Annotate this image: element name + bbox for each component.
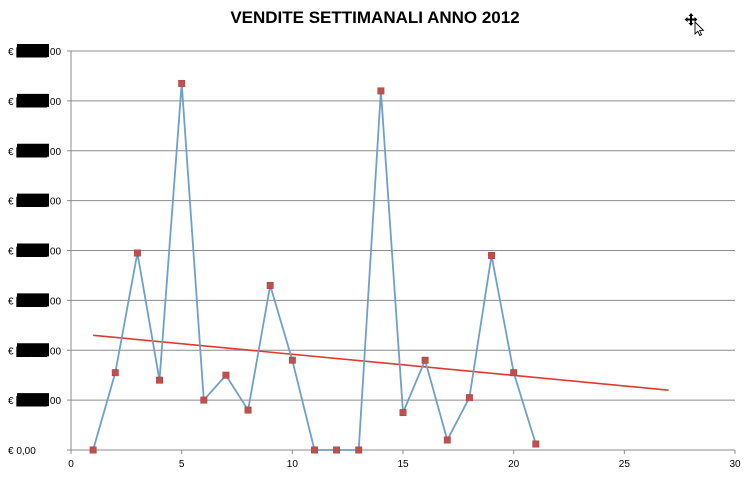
data-point (178, 79, 186, 87)
data-point (333, 446, 341, 454)
x-tick-label: 25 (619, 459, 631, 470)
redaction-block (17, 293, 49, 307)
x-tick-label: 5 (179, 459, 185, 470)
series-group (89, 79, 540, 454)
data-point (111, 369, 119, 377)
data-point (133, 249, 141, 257)
x-tick-label: 20 (508, 459, 520, 470)
data-point (222, 371, 230, 379)
data-point (244, 406, 252, 414)
y-axis-ticks: € 0,00€ ▇▇▇▇,00€ ▇▇▇▇,00€ ▇▇▇▇,00€ ▇▇▇▇,… (8, 44, 71, 457)
data-point (89, 446, 97, 454)
gridlines (70, 50, 735, 451)
data-point (156, 376, 163, 384)
data-point (488, 252, 495, 259)
data-point (421, 356, 429, 364)
redaction-block (17, 193, 49, 207)
data-point (200, 396, 208, 404)
redaction-block (17, 393, 49, 407)
data-point (510, 369, 518, 377)
chart-title: VENDITE SETTIMANALI ANNO 2012 (230, 8, 520, 27)
data-point (399, 409, 407, 417)
data-point (355, 446, 363, 454)
y-tick-label: € 0,00 (8, 446, 36, 457)
redaction-block (17, 44, 49, 57)
data-point (443, 436, 451, 444)
x-tick-label: 15 (397, 459, 409, 470)
x-tick-label: 0 (68, 459, 74, 470)
redaction-block (17, 93, 49, 107)
x-axis-ticks: 0 5 10 15 20 25 30 (68, 450, 741, 470)
redaction-block (17, 243, 49, 257)
move-cursor-icon (684, 13, 705, 36)
data-point (377, 87, 385, 95)
data-point (266, 281, 274, 289)
redaction-block (17, 343, 49, 357)
x-tick-label: 10 (287, 459, 299, 470)
redaction-block (17, 143, 49, 157)
data-point (288, 356, 296, 364)
data-point (532, 440, 540, 448)
x-tick-label: 30 (729, 459, 741, 470)
data-point (465, 394, 473, 402)
trendline-group (93, 334, 669, 391)
data-point (311, 446, 318, 454)
trendline (93, 334, 669, 391)
